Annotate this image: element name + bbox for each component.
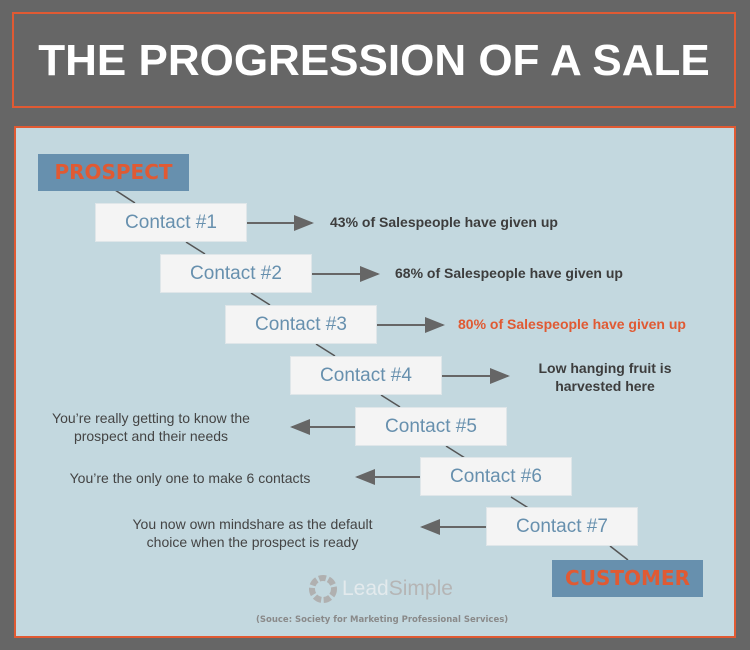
title-banner: THE PROGRESSION OF A SALE xyxy=(12,12,736,108)
connector-line xyxy=(315,343,336,357)
contact-box-2: Contact #2 xyxy=(160,254,312,293)
logo-text-simple: Simple xyxy=(388,577,453,600)
page-title: THE PROGRESSION OF A SALE xyxy=(38,36,710,85)
note-line: prospect and their needs xyxy=(73,428,229,444)
note-line: You now own mindshare as the default xyxy=(132,516,373,532)
note-line: choice when the prospect is ready xyxy=(146,534,359,550)
connector-line xyxy=(250,292,271,306)
contact-label: Contact #3 xyxy=(255,314,347,335)
logo-text: LeadSimple xyxy=(342,577,453,601)
connector-line xyxy=(185,241,206,255)
contact-label: Contact #1 xyxy=(125,212,217,233)
contact-box-3: Contact #3 xyxy=(225,305,377,344)
contact-label: Contact #5 xyxy=(385,416,477,437)
contact-1-note: 43% of Salespeople have given up xyxy=(330,214,558,230)
contact-label: Contact #6 xyxy=(450,466,542,487)
leadsimple-logo: LeadSimple xyxy=(308,574,453,604)
customer-label: CUSTOMER xyxy=(552,560,703,597)
note-line: harvested here xyxy=(555,378,655,394)
source-citation: (Souce: Society for Marketing Profession… xyxy=(256,615,509,625)
note-line: Low hanging fruit is xyxy=(538,360,672,376)
connector-line xyxy=(609,545,629,561)
contact-box-6: Contact #6 xyxy=(420,457,572,496)
contact-3-note: 80% of Salespeople have given up xyxy=(458,316,686,332)
contact-7-note: You now own mindshare as the default cho… xyxy=(100,515,405,551)
connector-line xyxy=(380,394,401,408)
connector-line xyxy=(445,445,466,459)
connector-line xyxy=(114,189,136,204)
logo-text-lead: Lead xyxy=(342,577,389,600)
contact-box-7: Contact #7 xyxy=(486,507,638,546)
contact-box-4: Contact #4 xyxy=(290,356,442,395)
contact-label: Contact #7 xyxy=(516,516,608,537)
contact-4-note: Low hanging fruit is harvested here xyxy=(515,359,695,395)
contact-label: Contact #4 xyxy=(320,365,412,386)
contact-2-note: 68% of Salespeople have given up xyxy=(395,265,623,281)
logo-ring-icon xyxy=(309,575,337,603)
contact-label: Contact #2 xyxy=(190,263,282,284)
note-line: You’re really getting to know the xyxy=(52,410,250,426)
contact-box-1: Contact #1 xyxy=(95,203,247,242)
contact-box-5: Contact #5 xyxy=(355,407,507,446)
contact-6-note: You’re the only one to make 6 contacts xyxy=(69,470,311,486)
prospect-label: PROSPECT xyxy=(38,154,189,191)
contact-5-note: You’re really getting to know the prospe… xyxy=(20,409,282,445)
